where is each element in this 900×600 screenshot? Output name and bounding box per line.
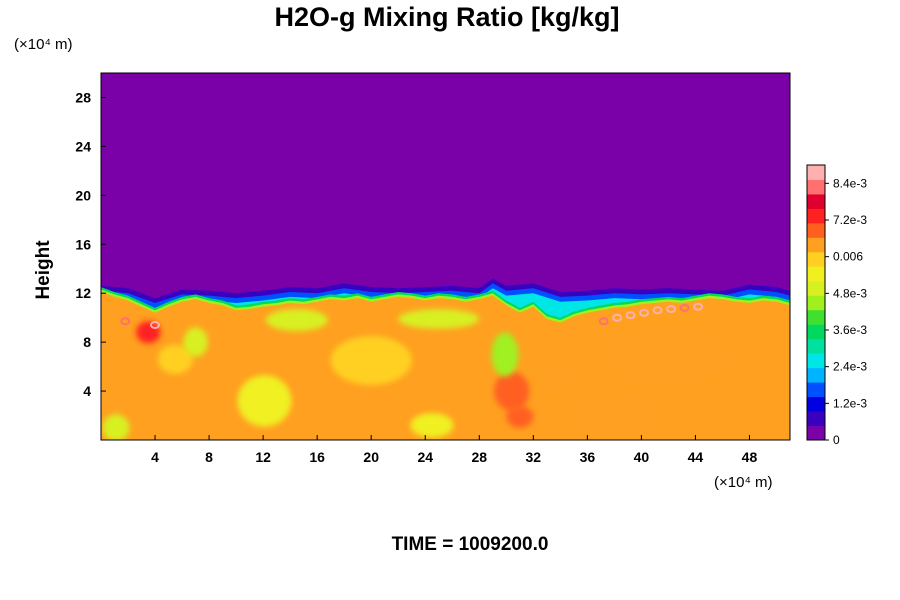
x-tick-label-24: 24 bbox=[417, 449, 433, 465]
x-tick-label-48: 48 bbox=[742, 449, 758, 465]
colorbar-segment-18 bbox=[807, 165, 825, 180]
high-moisture-cell-4 bbox=[625, 311, 636, 320]
x-tick-label-36: 36 bbox=[580, 449, 596, 465]
colorbar-segment-11 bbox=[807, 266, 825, 282]
colorbar-segment-14 bbox=[807, 222, 825, 238]
colorbar-segment-15 bbox=[807, 208, 825, 224]
x-tick-label-20: 20 bbox=[363, 449, 379, 465]
plot-frame bbox=[100, 72, 791, 441]
x-tick-label-44: 44 bbox=[688, 449, 704, 465]
colorbar-tick-label-4: 4.8e-3 bbox=[833, 286, 867, 300]
colorbar-tick-label-2: 2.4e-3 bbox=[833, 360, 867, 374]
x-tick-label-12: 12 bbox=[255, 449, 271, 465]
high-moisture-cell-0 bbox=[120, 317, 131, 326]
high-moisture-cell-8 bbox=[679, 303, 690, 312]
colorbar-segment-2 bbox=[807, 396, 825, 412]
moisture-blob-3 bbox=[157, 344, 193, 374]
colorbar-segment-0 bbox=[807, 425, 825, 441]
y-tick-label-12: 12 bbox=[75, 285, 91, 301]
x-tick-label-16: 16 bbox=[309, 449, 325, 465]
y-axis-label: Height bbox=[33, 240, 54, 300]
x-tick-label-40: 40 bbox=[634, 449, 650, 465]
moisture-blob-1 bbox=[237, 375, 292, 427]
moisture-blob-5 bbox=[494, 371, 530, 411]
x-tick-label-8: 8 bbox=[205, 449, 213, 465]
colorbar-tick-label-5: 0.006 bbox=[833, 250, 863, 264]
high-moisture-cell-2 bbox=[598, 317, 609, 326]
x-axis-ticks: 4 8 12 16 20 24 28 32 36 40 44 48 bbox=[151, 435, 757, 465]
colorbar-segment-16 bbox=[807, 193, 825, 209]
high-moisture-cell-1 bbox=[150, 321, 160, 329]
x-tick-label-4: 4 bbox=[151, 449, 159, 465]
colorbar-tick-label-6: 7.2e-3 bbox=[833, 213, 867, 227]
y-tick-label-20: 20 bbox=[75, 187, 91, 203]
moisture-blob-10 bbox=[567, 391, 662, 436]
y-tick-label-8: 8 bbox=[83, 334, 91, 350]
moisture-blob-7 bbox=[491, 332, 519, 377]
y-tick-label-24: 24 bbox=[75, 138, 91, 154]
colorbar-segment-8 bbox=[807, 309, 825, 325]
high-moisture-cell-3 bbox=[612, 313, 623, 322]
moisture-blob-11 bbox=[265, 309, 328, 332]
high-moisture-cell-7 bbox=[666, 305, 677, 314]
y-unit-label: (×10⁴ m) bbox=[14, 36, 73, 53]
colorbar-segment-5 bbox=[807, 353, 825, 369]
colorbar-segment-1 bbox=[807, 411, 825, 427]
colorbar bbox=[806, 164, 826, 441]
colorbar-segment-17 bbox=[807, 179, 825, 195]
colorbar-segment-7 bbox=[807, 324, 825, 340]
moisture-blob-6 bbox=[506, 405, 534, 428]
colorbar-tick-label-3: 3.6e-3 bbox=[833, 323, 867, 337]
high-moisture-cell-6 bbox=[652, 306, 663, 315]
colorbar-segment-10 bbox=[807, 280, 825, 296]
colorbar-segment-3 bbox=[807, 382, 825, 398]
high-moisture-cell-9 bbox=[693, 302, 704, 311]
x-tick-label-32: 32 bbox=[526, 449, 542, 465]
high-moisture-cell-5 bbox=[639, 308, 650, 317]
time-label: TIME = 1009200.0 bbox=[392, 534, 549, 555]
colorbar-segment-12 bbox=[807, 251, 825, 267]
chart-title: H2O-g Mixing Ratio [kg/kg] bbox=[274, 2, 619, 32]
colorbar-frame bbox=[806, 164, 826, 441]
moisture-blob-0 bbox=[102, 414, 130, 440]
colorbar-tick-label-0: 0 bbox=[833, 433, 840, 447]
moisture-blob-13 bbox=[136, 321, 161, 344]
moisture-blob-9 bbox=[600, 323, 736, 385]
moisture-blob-8 bbox=[541, 362, 574, 395]
plot-area bbox=[101, 73, 790, 440]
colorbar-segment-13 bbox=[807, 237, 825, 253]
moisture-blob-12 bbox=[398, 309, 480, 329]
moisture-blob-14 bbox=[183, 327, 208, 357]
colorbar-segment-4 bbox=[807, 367, 825, 383]
colorbar-tick-label-1: 1.2e-3 bbox=[833, 396, 867, 410]
colorbar-segment-9 bbox=[807, 295, 825, 311]
y-axis-ticks: 4 8 12 16 20 24 28 bbox=[75, 89, 106, 399]
x-unit-label: (×10⁴ m) bbox=[714, 474, 773, 491]
moisture-blob-2 bbox=[410, 413, 454, 438]
y-tick-label-28: 28 bbox=[75, 89, 91, 105]
y-tick-label-16: 16 bbox=[75, 236, 91, 252]
colorbar-tick-label-7: 8.4e-3 bbox=[833, 176, 867, 190]
x-tick-label-28: 28 bbox=[471, 449, 487, 465]
colorbar-ticks: 0 1.2e-3 2.4e-3 3.6e-3 4.8e-3 0.006 7.2e-3 8.4e… bbox=[825, 176, 867, 447]
moisture-blob-4 bbox=[330, 336, 412, 385]
y-tick-label-4: 4 bbox=[83, 383, 91, 399]
colorbar-segment-6 bbox=[807, 338, 825, 354]
